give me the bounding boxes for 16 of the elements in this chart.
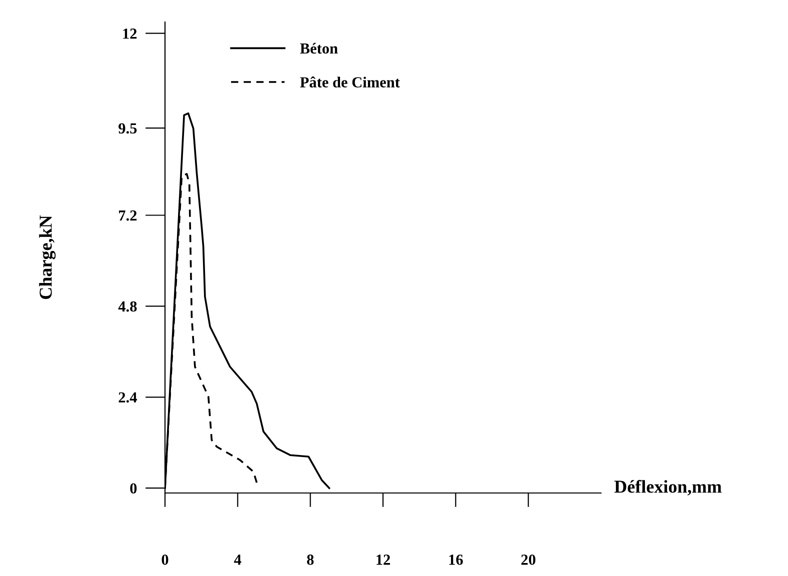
- x-axis-title: Déflexion,mm: [614, 480, 722, 496]
- x-tick-label: 0: [162, 554, 168, 565]
- y-tick-label: 4.8: [118, 301, 137, 312]
- x-tick-label: 12: [376, 554, 390, 565]
- y-tick-label: 7.2: [119, 210, 137, 221]
- y-tick-label: 12: [123, 28, 137, 39]
- legend-label: Pâte de Ciment: [300, 76, 400, 88]
- y-tick-label: 0: [130, 483, 137, 494]
- x-tick-label: 8: [307, 554, 314, 565]
- x-tick-label: 16: [449, 554, 463, 565]
- x-tick-label: 20: [521, 554, 536, 565]
- y-tick-label: 9.5: [118, 123, 137, 134]
- y-axis-title: Charge,kN: [39, 215, 56, 299]
- x-tick-label: 4: [234, 554, 242, 565]
- y-tick-label: 2.4: [118, 392, 137, 403]
- legend-label: Béton: [300, 42, 338, 54]
